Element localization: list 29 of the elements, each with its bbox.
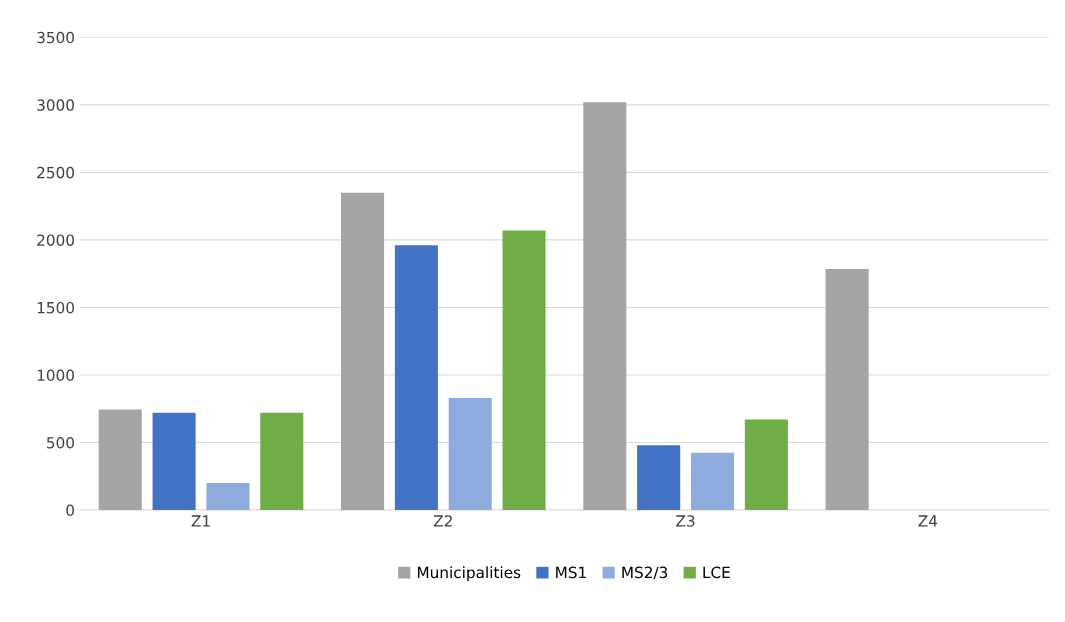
legend-label: MS1 [556,566,586,579]
legend-label: MS2/3 [622,566,668,580]
legend-label: LCE [703,566,730,579]
bar [152,412,196,511]
y-tick-label: 1000 [37,369,74,381]
bar [502,230,546,511]
y-tick-label: 1500 [37,301,74,314]
legend-label: Municipalities [417,566,521,582]
y-tick-label: 3000 [37,99,74,111]
x-tick-label: Z4 [918,515,938,527]
y-tick-label: 500 [47,436,74,449]
bar [744,419,788,511]
y-tick-label: 2500 [37,166,74,179]
bar [260,412,304,511]
y-tick-label: 3500 [37,31,74,44]
x-tick-label: Z3 [676,515,695,527]
bar [341,192,385,511]
bar [637,445,681,511]
bar [394,245,438,511]
x-tick-label: Z2 [433,515,452,527]
bar [448,397,492,511]
bar [206,483,250,511]
y-tick-label: 0 [66,504,74,517]
y-tick-label: 2000 [37,234,74,246]
bar [583,102,627,511]
bar [98,409,142,511]
x-tick-label: Z1 [191,515,210,527]
bar [825,268,869,511]
bar [690,452,735,511]
